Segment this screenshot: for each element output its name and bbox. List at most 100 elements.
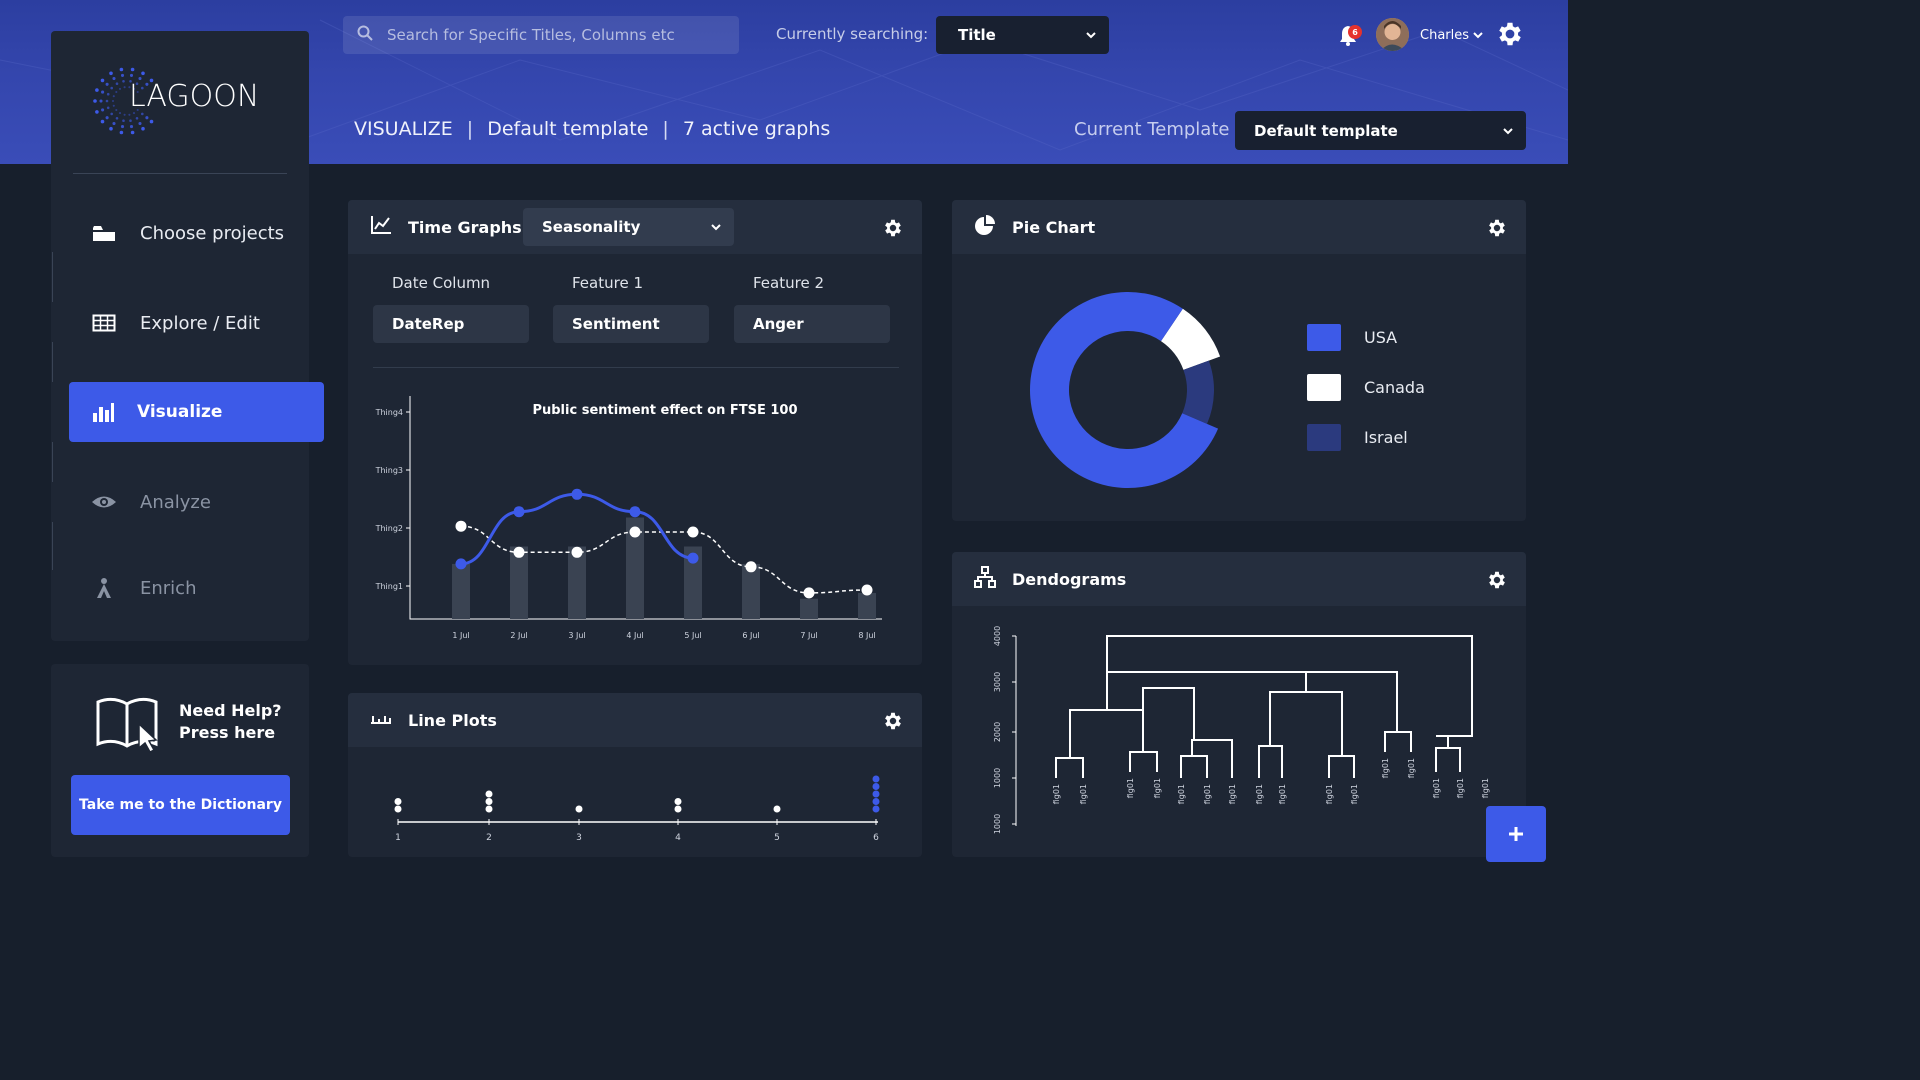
pie-chart-icon <box>974 214 996 240</box>
pie-chart-settings-icon[interactable] <box>1486 217 1508 243</box>
breadcrumb-template[interactable]: Default template <box>487 118 649 140</box>
x-tick-label: 2 <box>486 833 492 843</box>
user-name: Charles <box>1420 28 1470 43</box>
bar <box>568 546 586 619</box>
x-tick-label: 7 Jul <box>800 631 817 640</box>
settings-gear-icon[interactable] <box>1495 19 1525 53</box>
breadcrumb-separator: | <box>466 118 474 140</box>
eye-icon <box>90 493 118 511</box>
line-chart-icon <box>370 215 392 239</box>
point-blue <box>513 506 525 518</box>
search-input[interactable] <box>387 26 717 44</box>
legend-item-usa: USA <box>1307 324 1397 351</box>
dendogram-card: Dendograms 1000 1000 2000 3000 4000 fig01 fig… <box>952 552 1526 857</box>
sidebar-item-label: Choose projects <box>140 222 285 244</box>
bar <box>626 517 644 619</box>
leaf-label: fig01 <box>1481 778 1490 798</box>
breadcrumb: VISUALIZE | Default template | 7 active … <box>354 118 830 140</box>
logo-text: LAGOON <box>129 79 260 114</box>
point-white <box>513 546 525 558</box>
x-tick-label: 2 Jul <box>510 631 527 640</box>
sidebar-item-analyze[interactable]: Analyze <box>90 487 300 517</box>
dendrogram-links <box>1055 635 1473 778</box>
add-graph-button[interactable] <box>1486 806 1546 862</box>
help-title-line1: Need Help? <box>179 701 282 720</box>
enrich-icon <box>90 577 118 599</box>
line-plots-settings-icon[interactable] <box>882 710 904 736</box>
table-icon <box>90 313 118 333</box>
line-plots-header: Line Plots <box>348 693 922 747</box>
sidebar-item-visualize[interactable]: Visualize <box>69 382 324 442</box>
logo[interactable]: LAGOON <box>91 65 281 137</box>
point-blue <box>455 558 467 570</box>
legend-label: Canada <box>1364 378 1425 397</box>
y-tick-label: Thing3 <box>375 466 403 475</box>
sidebar-item-explore-edit[interactable]: Explore / Edit <box>90 308 300 338</box>
help-title[interactable]: Need Help? Press here <box>179 700 282 744</box>
x-tick-label: 1 <box>395 833 401 843</box>
slice-usa <box>1030 291 1219 488</box>
sidebar-item-choose-projects[interactable]: Choose projects <box>90 218 300 248</box>
leaf-label: fig01 <box>1407 758 1416 778</box>
feature2-label: Feature 2 <box>753 274 824 292</box>
point-blue <box>571 488 583 500</box>
sidebar-item-label: Enrich <box>140 577 197 599</box>
y-tick-label: 3000 <box>993 672 1002 692</box>
chevron-down-icon <box>710 218 722 236</box>
point-white <box>861 584 873 596</box>
leaf-label: fig01 <box>1126 778 1135 798</box>
leaf-label: fig01 <box>1052 784 1061 804</box>
seasonality-select[interactable]: Seasonality <box>523 208 734 246</box>
time-graphs-settings-icon[interactable] <box>882 217 904 243</box>
search-field-value: Title <box>958 26 996 44</box>
x-tick-label: 4 Jul <box>626 631 643 640</box>
dendogram-settings-icon[interactable] <box>1486 569 1508 595</box>
leaf-label: fig01 <box>1456 778 1465 798</box>
plot-point <box>575 805 583 813</box>
line-plots-card: Line Plots 1 2 3 4 5 6 <box>348 693 922 857</box>
pie-chart-card: Pie Chart USA Canada Israel <box>952 200 1526 521</box>
legend-swatch <box>1307 374 1341 401</box>
plot-point <box>674 805 682 813</box>
x-tick-label: 6 <box>873 833 879 843</box>
x-tick-label: 5 <box>774 833 780 843</box>
dictionary-button[interactable]: Take me to the Dictionary <box>71 775 290 835</box>
plot-point <box>485 798 493 805</box>
breadcrumb-section[interactable]: VISUALIZE <box>354 118 453 140</box>
point-white <box>629 526 641 538</box>
leaf-label: fig01 <box>1278 784 1287 804</box>
nav-connector <box>52 522 53 570</box>
template-select[interactable]: Default template <box>1235 111 1526 150</box>
avatar[interactable] <box>1376 18 1409 51</box>
legend-swatch <box>1307 424 1341 451</box>
feature1-field[interactable]: Sentiment <box>553 305 709 343</box>
slice-israel <box>1182 360 1214 424</box>
breadcrumb-graphs: 7 active graphs <box>682 118 831 140</box>
bar <box>800 598 818 619</box>
leaf-label: fig01 <box>1432 778 1441 798</box>
chevron-down-icon <box>1473 28 1483 43</box>
chart-title: Public sentiment effect on FTSE 100 <box>532 403 797 418</box>
time-graphs-header: Time Graphs Seasonality <box>348 200 922 254</box>
sidebar-item-label: Visualize <box>137 402 223 422</box>
sidebar: LAGOON <box>51 31 309 641</box>
notification-badge: 6 <box>1348 25 1362 39</box>
date-column-field[interactable]: DateRep <box>373 305 529 343</box>
leaf-label: fig01 <box>1325 784 1334 804</box>
sidebar-item-enrich[interactable]: Enrich <box>90 573 300 603</box>
help-panel: Need Help? Press here Take me to the Dic… <box>51 664 309 857</box>
dendogram-header: Dendograms <box>952 552 1526 606</box>
feature2-field[interactable]: Anger <box>734 305 890 343</box>
legend-label: USA <box>1364 328 1398 347</box>
y-tick-label: 2000 <box>993 722 1002 742</box>
plot-point <box>872 805 880 813</box>
y-tick-label: Thing2 <box>375 524 403 533</box>
x-tick-label: 8 Jul <box>858 631 875 640</box>
template-select-value: Default template <box>1254 121 1398 140</box>
search-field-select[interactable]: Title <box>936 16 1109 54</box>
line-plot-chart: 1 2 3 4 5 6 <box>394 775 880 843</box>
time-graphs-card: Time Graphs Seasonality Date Column Feat… <box>348 200 922 665</box>
point-white <box>803 587 815 599</box>
user-menu[interactable]: Charles <box>1420 28 1483 43</box>
point-white <box>571 546 583 558</box>
